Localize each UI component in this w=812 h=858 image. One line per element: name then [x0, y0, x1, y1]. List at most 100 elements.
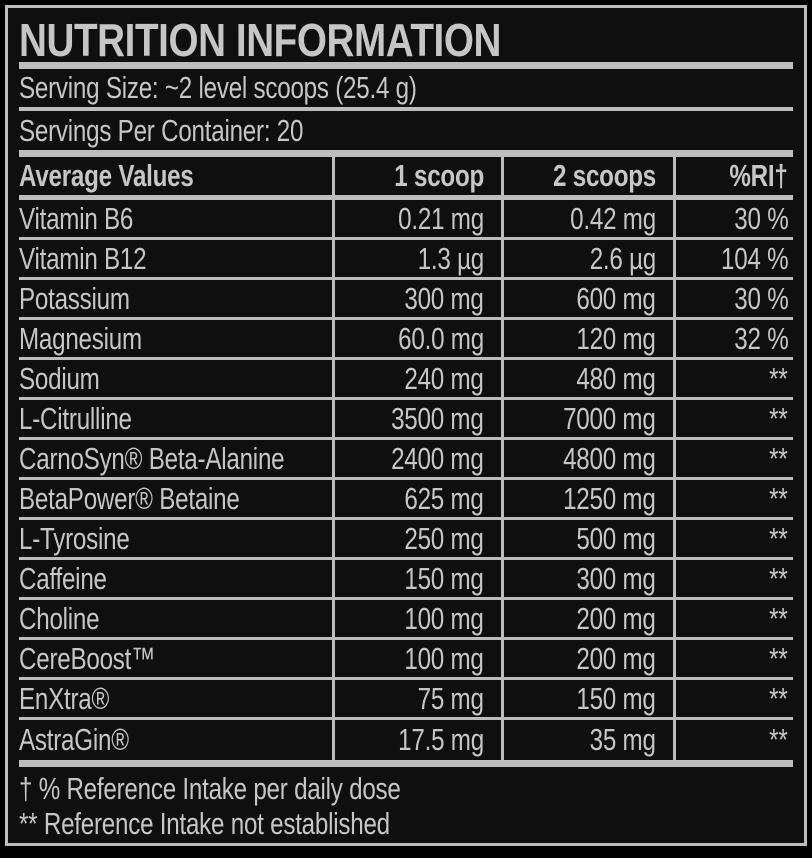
table-cell: Caffeine — [19, 560, 332, 600]
table-cell: Sodium — [19, 360, 332, 400]
table-cell: 200 mg — [501, 640, 673, 680]
amount-1-scoop: 75 mg — [417, 680, 484, 716]
amount-2-scoops: 35 mg — [589, 722, 656, 757]
amount-2-scoops: 2.6 µg — [589, 240, 657, 276]
table-cell: CarnoSyn® Beta-Alanine — [19, 440, 332, 480]
ingredient-name: AstraGin® — [19, 722, 129, 757]
ingredient-name: Choline — [19, 600, 100, 636]
table-cell: ** — [673, 640, 793, 680]
amount-1-scoop: 240 mg — [404, 360, 484, 396]
amount-1-scoop: 625 mg — [404, 480, 484, 516]
table-cell: Potassium — [19, 280, 332, 320]
ingredient-name: Sodium — [19, 360, 100, 396]
col-header-2-scoops: 2 scoops — [501, 157, 673, 200]
table-cell: 300 mg — [332, 280, 501, 320]
table-cell: BetaPower® Betaine — [19, 480, 332, 520]
table-cell: ** — [673, 600, 793, 640]
ri-value: ** — [769, 360, 789, 396]
table-row: Vitamin B12 1.3 µg 2.6 µg 104 % — [19, 240, 793, 280]
table-header-row: Average Values 1 scoop 2 scoops %RI† — [19, 157, 793, 200]
ingredient-name: Magnesium — [19, 320, 142, 356]
ri-value: 32 % — [733, 320, 788, 356]
ri-value: 104 % — [720, 240, 789, 276]
table-cell: ** — [673, 520, 793, 560]
nutrition-title-text: NUTRITION INFORMATION — [19, 14, 502, 66]
nutrition-label: NUTRITION INFORMATION Serving Size: ~2 l… — [5, 5, 807, 846]
table-cell: ** — [673, 440, 793, 480]
table-cell: 480 mg — [501, 360, 673, 400]
serving-size-text: Serving Size: ~2 level scoops (25.4 g) — [19, 70, 417, 105]
table-cell: L-Tyrosine — [19, 520, 332, 560]
ri-value: 30 % — [733, 280, 788, 316]
table-cell: 30 % — [673, 200, 793, 240]
amount-1-scoop: 100 mg — [404, 600, 484, 636]
ingredient-name: L-Citrulline — [19, 400, 132, 436]
ri-value: 30 % — [733, 200, 788, 236]
ingredient-name: Vitamin B12 — [19, 240, 147, 276]
table-cell: 300 mg — [501, 560, 673, 600]
amount-1-scoop: 0.21 mg — [398, 200, 484, 236]
header-label: %RI† — [729, 158, 788, 193]
table-cell: ** — [673, 560, 793, 600]
table-cell: EnXtra® — [19, 680, 332, 720]
amount-2-scoops: 480 mg — [576, 360, 656, 396]
ri-value: ** — [769, 400, 789, 436]
table-cell: 2400 mg — [332, 440, 501, 480]
table-row: BetaPower® Betaine 625 mg 1250 mg ** — [19, 480, 793, 520]
amount-2-scoops: 200 mg — [576, 640, 656, 676]
nutrition-table: Average Values 1 scoop 2 scoops %RI† Vit… — [19, 150, 793, 767]
table-cell: 150 mg — [332, 560, 501, 600]
table-cell: L-Citrulline — [19, 400, 332, 440]
serving-size-row: Serving Size: ~2 level scoops (25.4 g) — [19, 69, 793, 107]
table-cell: 3500 mg — [332, 400, 501, 440]
ingredient-name: BetaPower® Betaine — [19, 480, 240, 516]
table-cell: 17.5 mg — [332, 720, 501, 760]
amount-2-scoops: 500 mg — [576, 520, 656, 556]
table-cell: 2.6 µg — [501, 240, 673, 280]
table-cell: ** — [673, 400, 793, 440]
ri-value: ** — [769, 560, 789, 596]
table-row: Choline 100 mg 200 mg ** — [19, 600, 793, 640]
table-row: AstraGin® 17.5 mg 35 mg ** — [19, 720, 793, 760]
amount-1-scoop: 17.5 mg — [398, 722, 484, 757]
amount-2-scoops: 120 mg — [576, 320, 656, 356]
table-cell: ** — [673, 680, 793, 720]
ri-value: ** — [769, 722, 789, 757]
amount-2-scoops: 4800 mg — [563, 440, 657, 476]
amount-2-scoops: 7000 mg — [563, 400, 657, 436]
amount-2-scoops: 150 mg — [576, 680, 656, 716]
title-divider — [19, 62, 793, 69]
table-cell: CereBoost™ — [19, 640, 332, 680]
amount-1-scoop: 100 mg — [404, 640, 484, 676]
table-row: EnXtra® 75 mg 150 mg ** — [19, 680, 793, 720]
ri-value: ** — [769, 680, 789, 716]
table-row: Potassium 300 mg 600 mg 30 % — [19, 280, 793, 320]
table-cell: 0.21 mg — [332, 200, 501, 240]
table-cell: ** — [673, 720, 793, 760]
table-cell: 1250 mg — [501, 480, 673, 520]
serving-divider — [19, 107, 793, 111]
ri-value: ** — [769, 600, 789, 636]
amount-1-scoop: 150 mg — [404, 560, 484, 596]
amount-2-scoops: 300 mg — [576, 560, 656, 596]
amount-1-scoop: 2400 mg — [391, 440, 485, 476]
col-header-1-scoop: 1 scoop — [332, 157, 501, 200]
table-cell: 60.0 mg — [332, 320, 501, 360]
footnote-reference-intake: † % Reference Intake per daily dose — [19, 771, 793, 806]
amount-2-scoops: 0.42 mg — [570, 200, 656, 236]
table-cell: 250 mg — [332, 520, 501, 560]
table-cell: 7000 mg — [501, 400, 673, 440]
ingredient-name: Caffeine — [19, 560, 107, 596]
table-row: Caffeine 150 mg 300 mg ** — [19, 560, 793, 600]
table-row: CarnoSyn® Beta-Alanine 2400 mg 4800 mg *… — [19, 440, 793, 480]
amount-1-scoop: 1.3 µg — [417, 240, 485, 276]
table-cell: 500 mg — [501, 520, 673, 560]
header-label: Average Values — [19, 158, 194, 193]
table-cell: 4800 mg — [501, 440, 673, 480]
table-cell: 200 mg — [501, 600, 673, 640]
table-cell: 100 mg — [332, 640, 501, 680]
ingredient-name: EnXtra® — [19, 680, 110, 716]
servings-per-container-text: Servings Per Container: 20 — [19, 113, 304, 148]
table-cell: 150 mg — [501, 680, 673, 720]
table-row: L-Citrulline 3500 mg 7000 mg ** — [19, 400, 793, 440]
